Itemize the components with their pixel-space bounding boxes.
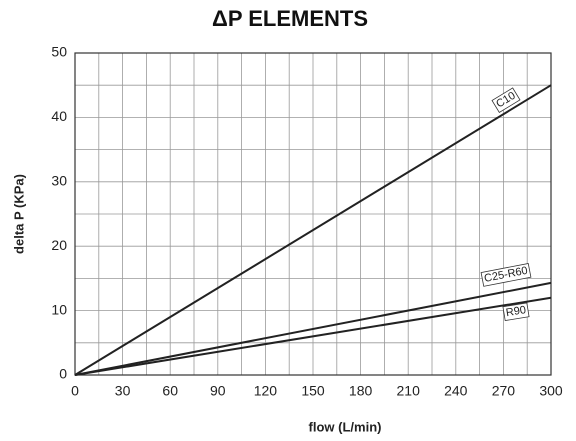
y-tick-label: 10 <box>51 301 67 317</box>
x-tick-label: 150 <box>301 383 325 399</box>
x-tick-label: 30 <box>115 383 131 399</box>
series-label-box <box>502 302 530 322</box>
series-label-box <box>480 263 532 287</box>
y-tick-label: 40 <box>51 108 67 124</box>
x-tick-label: 0 <box>71 383 79 399</box>
x-tick-label: 300 <box>539 383 563 399</box>
y-tick-label: 20 <box>51 237 67 253</box>
plot-frame <box>74 52 552 376</box>
series-label-box <box>491 87 521 114</box>
x-tick-label: 240 <box>444 383 468 399</box>
x-tick-label: 120 <box>254 383 278 399</box>
x-tick-label: 270 <box>492 383 516 399</box>
series-line <box>74 281 552 376</box>
series-line <box>74 84 552 376</box>
chart-title: ΔP ELEMENTS <box>212 6 368 31</box>
series-label-group: C25-R60 <box>480 263 532 287</box>
series-line <box>74 296 552 376</box>
x-axis-label: flow (L/min) <box>309 419 382 434</box>
x-tick-label: 210 <box>397 383 421 399</box>
series-label-group: C10 <box>491 87 521 114</box>
x-tick-label: 180 <box>349 383 373 399</box>
x-tick-label: 60 <box>162 383 178 399</box>
x-tick-label: 90 <box>210 383 226 399</box>
series-label-group: R90 <box>502 302 530 322</box>
y-tick-label: 50 <box>51 44 67 60</box>
series-label: R90 <box>505 304 527 319</box>
y-axis-label: delta P (KPa) <box>11 174 26 254</box>
y-tick-label: 0 <box>59 366 67 382</box>
y-tick-label: 30 <box>51 173 67 189</box>
